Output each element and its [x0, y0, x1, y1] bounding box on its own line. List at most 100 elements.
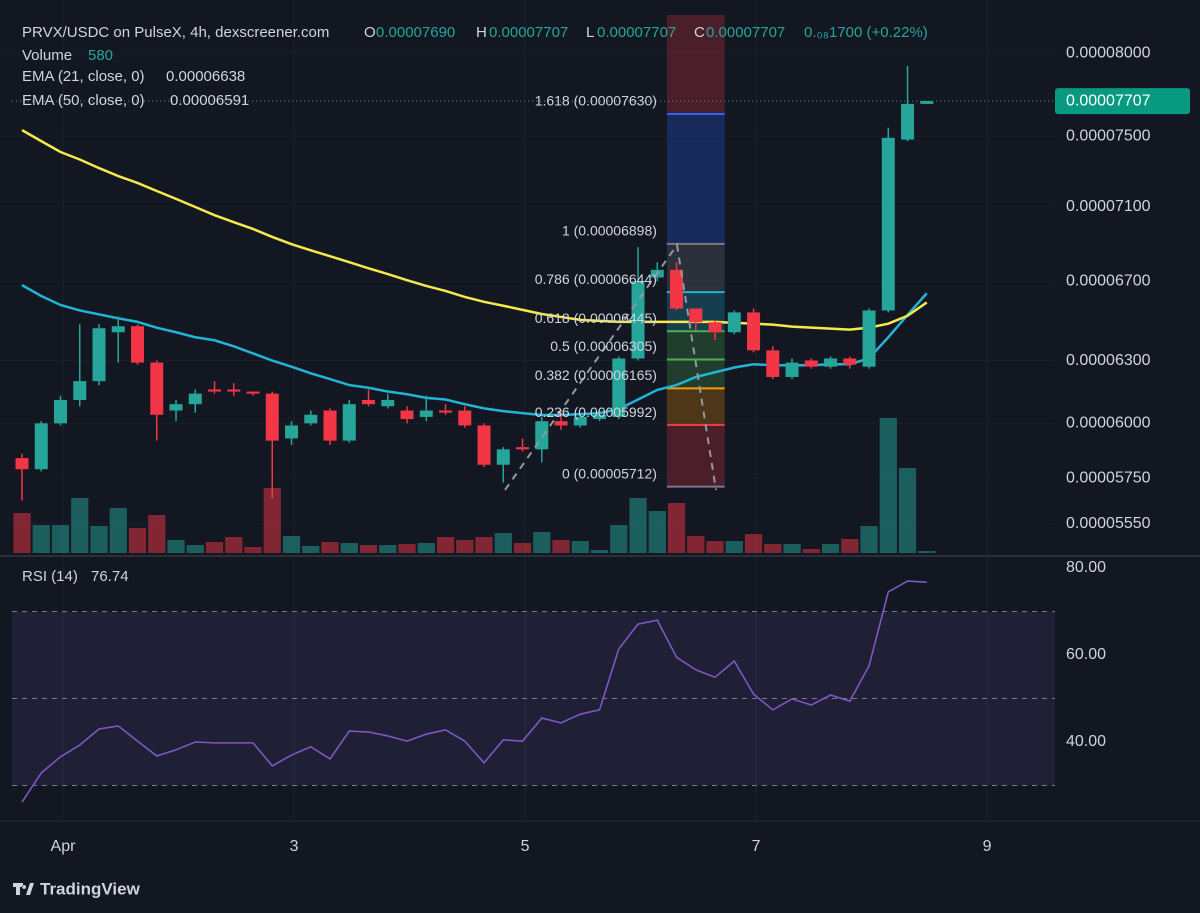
fib-label: 1.618 (0.00007630): [535, 93, 657, 109]
y-tick-label: 0.00007500: [1066, 127, 1151, 144]
volume-bar: [590, 549, 609, 553]
candle-body: [612, 358, 626, 417]
legend-value: 0.00006638: [166, 68, 245, 85]
volume-bar: [648, 510, 666, 553]
candle-body: [34, 423, 48, 470]
fib-label: 0 (0.00005712): [562, 465, 657, 481]
volume-bar: [552, 539, 570, 553]
fib-zone: [666, 113, 725, 244]
legend-value: 76.74: [91, 568, 129, 585]
candle-body: [496, 449, 510, 465]
volume-bar: [918, 550, 936, 553]
candle-body: [593, 414, 607, 420]
volume-bar: [51, 524, 70, 553]
ohlc-value: 0.00007707: [597, 24, 676, 41]
plot-area: [12, 15, 1055, 803]
volume-bar: [128, 527, 147, 553]
candle-body: [323, 410, 337, 441]
volume-bar: [186, 544, 204, 553]
change: 0.₀₈1700 (+0.22%): [804, 24, 928, 41]
legend-value: 580: [88, 47, 113, 64]
volume-bar: [687, 535, 705, 553]
fib-label: 0.786 (0.00006644): [535, 271, 657, 287]
candle-body: [439, 410, 453, 413]
candle-body: [54, 399, 68, 424]
volume-bar: [302, 545, 320, 553]
brand-logo: [13, 883, 34, 895]
volume-bar: [148, 514, 166, 553]
volume-bar: [879, 417, 897, 553]
legend-name: EMA (50, close, 0): [22, 92, 145, 109]
y-tick-label: 60.00: [1066, 646, 1106, 663]
volume-bar: [821, 543, 840, 553]
volume-bar: [225, 536, 243, 553]
volume-bar: [841, 538, 859, 553]
candle-body: [419, 410, 433, 417]
candle-body: [901, 103, 915, 140]
candle-body: [554, 421, 568, 426]
volume-bar: [456, 539, 474, 553]
legend-value: 0.00006591: [170, 92, 249, 109]
fib-label: 1 (0.00006898): [562, 223, 657, 239]
volume-bar: [417, 542, 435, 553]
fib-zone: [666, 15, 725, 114]
volume-bar: [725, 540, 743, 553]
fib-label: 0.5 (0.00006305): [550, 338, 657, 354]
y-tick-label: 0.00005550: [1066, 515, 1151, 532]
candle-body: [208, 389, 222, 392]
x-tick-label: 5: [521, 838, 530, 855]
candle-body: [477, 425, 491, 465]
volume-bar: [379, 544, 397, 553]
legend-name: Volume: [22, 47, 72, 64]
volume-bar: [494, 532, 512, 553]
candle-body: [381, 399, 395, 407]
price-tag-label: 0.00007707: [1066, 92, 1151, 109]
ohlc-value: 0.00007707: [489, 24, 568, 41]
candle-body: [516, 447, 530, 450]
volume-bar: [90, 525, 108, 553]
candle-body: [843, 358, 857, 365]
volume-bar: [205, 541, 224, 553]
candle-body: [747, 312, 761, 351]
grid: [62, 0, 988, 820]
volume-bar: [744, 533, 763, 553]
volume-bar: [321, 541, 339, 553]
legend-name: EMA (21, close, 0): [22, 68, 145, 85]
ohlc-key: L: [586, 24, 594, 41]
volume-bar: [610, 524, 628, 553]
x-tick-label: 7: [752, 838, 761, 855]
volume-bar: [571, 540, 589, 553]
fib-zone: [666, 425, 725, 487]
volume-bar: [533, 531, 551, 553]
price-tag: [1055, 88, 1190, 115]
legend-name: RSI (14): [22, 568, 78, 585]
candle-body: [92, 328, 106, 382]
volume-bar: [667, 502, 686, 553]
ohlc-value: 0.00007707: [706, 24, 785, 41]
candle-body: [265, 393, 279, 441]
volume-bar: [340, 542, 358, 553]
ohlc-value: 0.00007690: [376, 24, 455, 41]
y-tick-label: 0.00008000: [1066, 44, 1151, 61]
candle-body: [150, 362, 164, 415]
y-tick-label: 0.00007100: [1066, 198, 1151, 215]
candle-body: [304, 414, 318, 424]
volume-bar: [13, 512, 31, 553]
fib-label: 0.618 (0.00006445): [535, 310, 657, 326]
candle-body: [400, 410, 414, 420]
volume-bar: [263, 487, 281, 553]
ema-line: [21, 129, 928, 331]
candle-body: [131, 326, 145, 363]
volume-bar: [32, 524, 50, 553]
candle-body: [881, 137, 895, 311]
volume-bar: [398, 543, 416, 553]
ohlc-key: O: [364, 24, 376, 41]
volume-bar: [706, 540, 724, 553]
header: PRVX/USDC on PulseX, 4h, dexscreener.com…: [22, 24, 928, 585]
volume-bar: [167, 539, 185, 553]
ohlc-key: H: [476, 24, 487, 41]
candle-body: [804, 360, 818, 367]
candle-body: [458, 410, 472, 426]
